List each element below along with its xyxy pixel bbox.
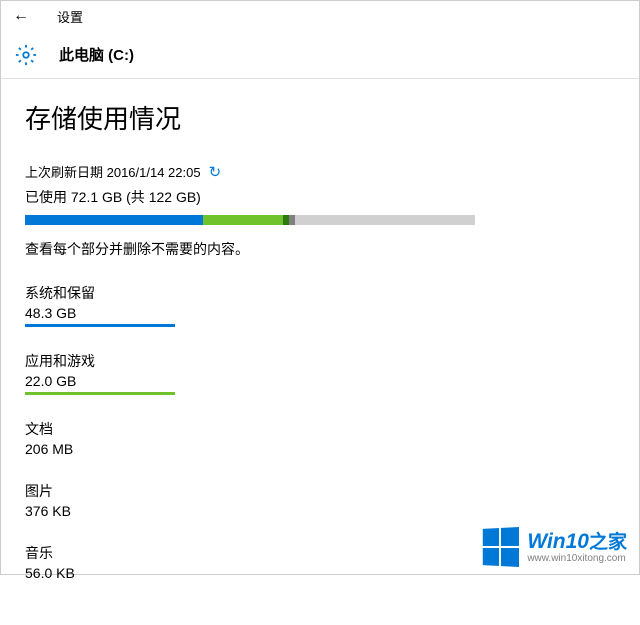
back-button[interactable]: ← [9, 4, 33, 28]
category-size: 22.0 GB [25, 373, 615, 389]
category-name: 图片 [25, 481, 615, 501]
category-size: 56.0 KB [25, 565, 615, 581]
refresh-icon[interactable]: ↻ [209, 163, 222, 181]
progress-segment [203, 215, 283, 225]
category-size: 48.3 GB [25, 305, 615, 321]
refresh-date-label: 上次刷新日期 2016/1/14 22:05 [25, 162, 201, 181]
storage-category[interactable]: 文档 206 MB [25, 419, 615, 457]
category-name: 应用和游戏 [25, 351, 615, 371]
progress-segment [289, 215, 295, 225]
storage-category[interactable]: 图片 376 KB [25, 481, 615, 519]
watermark-url: www.win10xitong.com [527, 553, 625, 564]
watermark-title: Win10之家 [527, 531, 627, 552]
category-name: 文档 [25, 419, 615, 439]
category-bar [25, 392, 175, 395]
storage-progress-bar [25, 215, 475, 225]
storage-category[interactable]: 系统和保留 48.3 GB [25, 283, 615, 327]
category-size: 206 MB [25, 441, 615, 457]
gear-icon [15, 44, 37, 66]
description-text: 查看每个部分并删除不需要的内容。 [25, 239, 615, 259]
progress-segment [25, 215, 203, 225]
back-arrow-icon: ← [13, 7, 29, 25]
category-size: 376 KB [25, 503, 615, 519]
watermark: Win10之家 www.win10xitong.com [481, 528, 627, 566]
header: 此电脑 (C:) [1, 31, 639, 79]
windows-logo-icon [483, 527, 519, 567]
nav-title: 设置 [57, 7, 83, 26]
category-bar [25, 324, 175, 327]
usage-text: 已使用 72.1 GB (共 122 GB) [25, 187, 615, 207]
header-title: 此电脑 (C:) [59, 44, 134, 65]
storage-category[interactable]: 应用和游戏 22.0 GB [25, 351, 615, 395]
page-title: 存储使用情况 [25, 99, 615, 136]
category-name: 系统和保留 [25, 283, 615, 303]
